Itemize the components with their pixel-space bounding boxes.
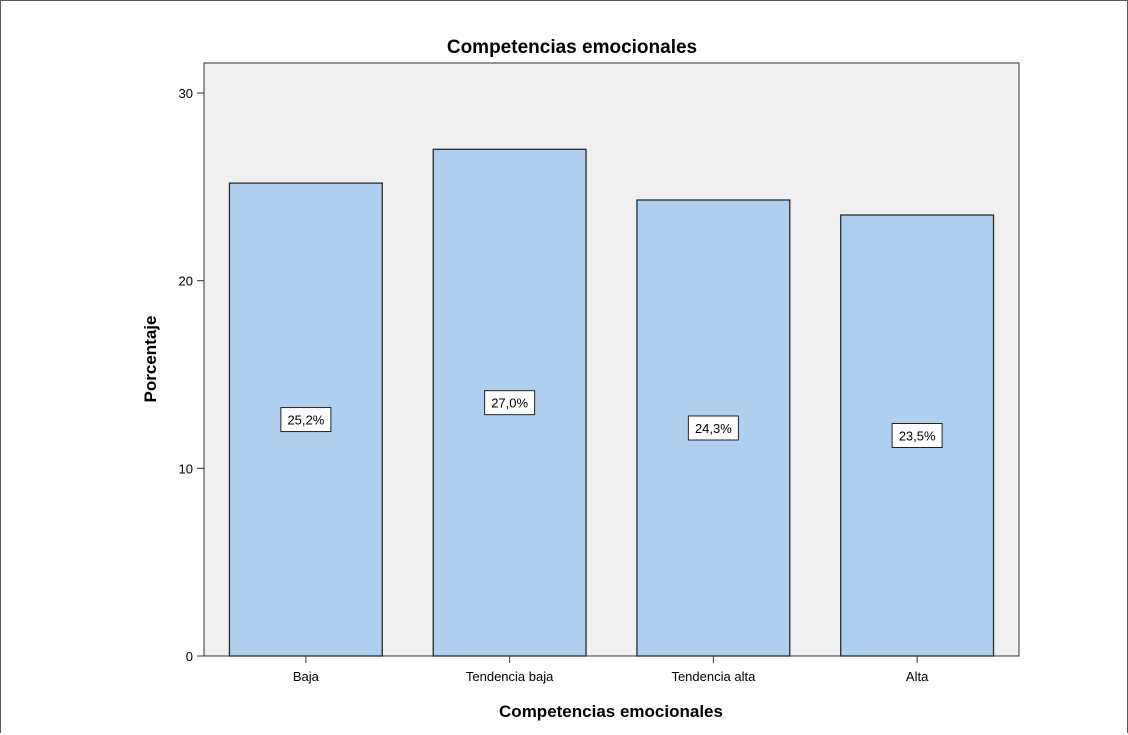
y-axis-label: Porcentaje (141, 316, 160, 403)
x-tick-label: Tendencia baja (466, 669, 554, 684)
x-tick-label: Baja (293, 669, 320, 684)
data-label-box (687, 415, 739, 441)
y-axis: 0 10 20 30 (179, 86, 204, 664)
data-label: 25,2% (287, 413, 324, 428)
data-label: 27,0% (491, 396, 528, 411)
data-label: 24,3% (695, 421, 732, 436)
data-label-box (280, 407, 332, 433)
y-tick-label: 20 (179, 274, 193, 289)
y-tick-label: 10 (179, 461, 193, 476)
chart-title: Competencias emocionales (447, 37, 697, 58)
data-label-box (484, 390, 536, 416)
x-tick-label: Tendencia alta (671, 669, 756, 684)
x-axis-label: Competencias emocionales (499, 702, 723, 721)
data-labels: 25,2% 27,0% 24,3% 23,5% (280, 390, 943, 449)
x-axis: Baja Tendencia baja Tendencia alta Alta (293, 656, 929, 684)
y-tick-label: 0 (186, 649, 193, 664)
data-label-box (891, 423, 943, 449)
data-label: 23,5% (899, 429, 936, 444)
y-tick-label: 30 (179, 86, 193, 101)
x-tick-label: Alta (906, 669, 929, 684)
